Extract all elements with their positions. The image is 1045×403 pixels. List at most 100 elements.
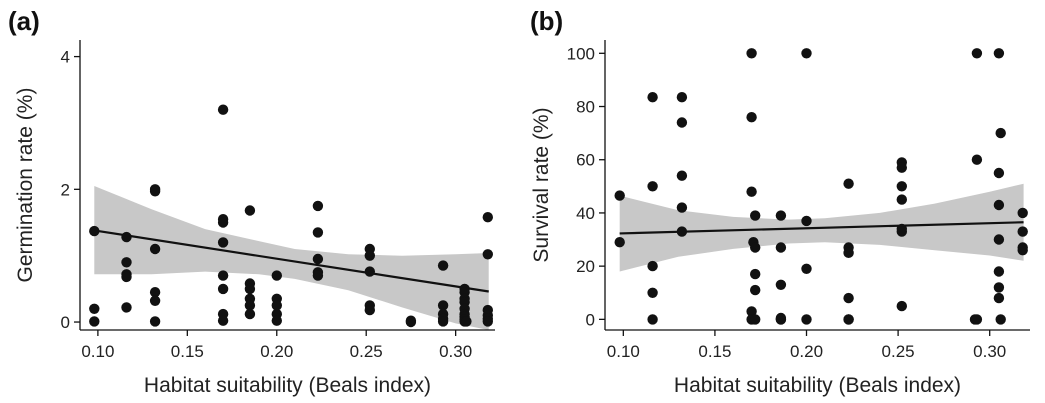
data-point (896, 194, 907, 205)
data-point (647, 314, 658, 325)
data-point (89, 225, 100, 237)
data-point (993, 266, 1005, 277)
data-point (244, 300, 256, 311)
data-point (971, 48, 983, 59)
data-point (217, 237, 229, 248)
data-point (244, 283, 256, 295)
data-point (843, 178, 854, 189)
data-point (896, 181, 907, 192)
y-axis-title: Survival rate (%) (530, 107, 553, 262)
data-point (647, 287, 658, 298)
data-point (647, 92, 658, 103)
x-tick-label: 0.25 (882, 342, 915, 361)
data-point (971, 154, 983, 165)
panel-a: (a) 0.10 0.15 0.20 0.25 0.30 0 2 4 Habitat suitab… (8, 6, 495, 397)
y-axis-title: Germination rate (%) (14, 88, 37, 283)
data-point (1017, 207, 1028, 219)
x-axis-title: Habitat suitability (Beals index) (674, 374, 961, 397)
data-point (676, 170, 688, 181)
data-point (750, 210, 761, 221)
data-point (676, 226, 688, 237)
confidence-band (94, 186, 489, 330)
x-tick-label: 0.25 (350, 342, 383, 361)
data-point (312, 227, 324, 238)
data-point (121, 271, 132, 283)
data-point (217, 270, 229, 281)
data-point (971, 314, 983, 325)
data-point (993, 167, 1005, 179)
data-point (775, 210, 787, 221)
data-point (121, 302, 132, 313)
data-point (149, 287, 161, 298)
x-tick-label: 0.30 (973, 342, 1006, 361)
data-point (993, 199, 1005, 211)
data-point (482, 249, 493, 260)
data-point (312, 200, 324, 212)
data-point (614, 190, 625, 201)
data-point (843, 292, 854, 304)
data-point (217, 217, 229, 228)
data-point (775, 314, 787, 325)
data-point (217, 104, 229, 115)
data-point (89, 303, 100, 314)
data-point (364, 266, 375, 277)
data-point (801, 48, 812, 59)
data-point (750, 284, 761, 296)
data-point (121, 231, 132, 243)
x-tick-label: 0.20 (790, 342, 823, 361)
x-tick-label: 0.10 (81, 342, 114, 361)
data-point (896, 300, 907, 312)
x-tick-label: 0.15 (698, 342, 731, 361)
data-point (482, 316, 493, 327)
data-point (364, 250, 375, 261)
data-point (750, 268, 761, 280)
y-tick-label: 100 (567, 44, 595, 63)
data-point (149, 243, 161, 255)
data-point (746, 112, 757, 123)
data-point (676, 202, 688, 213)
data-point (405, 316, 417, 328)
data-point (995, 314, 1006, 325)
data-point (896, 226, 907, 237)
data-point (437, 300, 449, 311)
y-tick-label: 20 (576, 257, 595, 276)
data-point (993, 234, 1005, 245)
data-point (271, 270, 282, 281)
y-tick-label: 80 (576, 98, 595, 117)
data-point (993, 48, 1005, 59)
x-axis-title: Habitat suitability (Beals index) (144, 374, 431, 397)
data-point (437, 260, 449, 271)
panel-label: (a) (8, 6, 40, 36)
x-tick-label: 0.15 (171, 342, 204, 361)
data-point (750, 242, 761, 253)
data-point (647, 260, 658, 272)
data-point (312, 253, 324, 265)
data-point (676, 117, 688, 128)
data-point (993, 282, 1005, 293)
y-tick-label: 2 (61, 180, 70, 199)
data-point (750, 314, 761, 325)
data-point (244, 308, 256, 320)
data-point (896, 162, 907, 173)
panel-label: (b) (530, 6, 563, 36)
data-point (217, 283, 229, 295)
data-point (801, 314, 812, 325)
data-point (244, 205, 256, 216)
data-point (843, 247, 854, 258)
x-tick-label: 0.20 (260, 342, 293, 361)
data-point (775, 242, 787, 253)
data-point (801, 263, 812, 274)
data-point (614, 237, 625, 248)
data-point (801, 215, 812, 227)
data-point (149, 316, 161, 327)
data-point (89, 316, 100, 327)
data-point (1017, 245, 1028, 256)
data-point (993, 292, 1005, 304)
y-tick-label: 60 (576, 151, 595, 170)
y-tick-label: 0 (61, 313, 70, 332)
data-point (217, 315, 229, 326)
panel-b: (b) 0.10 0.15 0.20 0.25 0.30 0 20 40 60 80 100 Habit… (530, 6, 1030, 397)
x-tick-label: 0.30 (439, 342, 472, 361)
